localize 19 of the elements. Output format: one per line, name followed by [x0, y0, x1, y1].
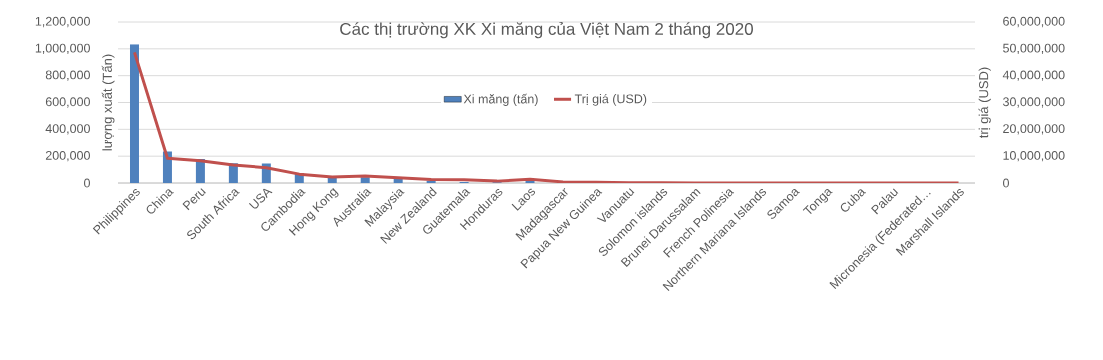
y-axis-title: lượng xuất (Tấn) [101, 54, 115, 151]
y-tick-label: 400,000 [45, 124, 90, 135]
y2-tick-label: 30,000,000 [1003, 97, 1065, 108]
y-tick-label: 1,000,000 [35, 43, 90, 54]
y2-tick-label: 40,000,000 [1002, 70, 1065, 81]
y2-tick-label: 50,000,000 [1003, 43, 1065, 54]
chart-title: Các thị trường XK Xi măng của Việt Nam 2 tháng 2020 [340, 21, 753, 39]
y-tick-label: 1,200,000 [35, 16, 90, 28]
y2-tick-label: 10,000,000 [1003, 151, 1065, 162]
y2-tick-label: 20,000,000 [1003, 124, 1065, 135]
y-tick-label: 0 [84, 178, 90, 188]
y2-tick-label: 0 [1003, 178, 1009, 188]
y2-tick-label: 60,000,000 [1003, 16, 1065, 28]
y2-axis-title: trị giá (USD) [978, 67, 991, 139]
y-tick-label: 600,000 [45, 97, 90, 108]
y-tick-label: 800,000 [45, 70, 90, 81]
legend-label: Trị giá (USD) [574, 93, 647, 106]
y-tick-label: 200,000 [45, 151, 90, 162]
legend-label: Xi măng (tấn) [463, 93, 538, 106]
